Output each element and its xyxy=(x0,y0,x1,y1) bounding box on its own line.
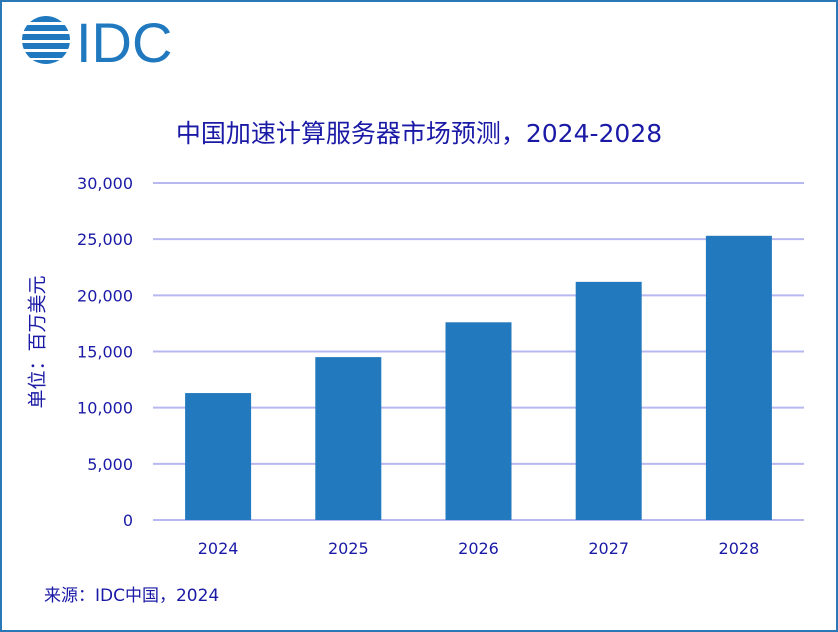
x-tick-label: 2027 xyxy=(588,539,629,558)
y-tick-label: 30,000 xyxy=(77,174,133,193)
y-tick-label: 5,000 xyxy=(87,455,133,474)
bar-2026 xyxy=(445,322,512,520)
chart-title: 中国加速计算服务器市场预测，2024-2028 xyxy=(175,119,663,148)
bar-2027 xyxy=(575,281,642,520)
bar-2028 xyxy=(705,235,772,520)
idc-logo: IDC xyxy=(20,11,195,74)
x-tick-label: 2028 xyxy=(719,539,760,558)
bar-2024 xyxy=(185,393,252,520)
y-tick-label: 20,000 xyxy=(77,286,133,305)
x-tick-label: 2026 xyxy=(458,539,499,558)
bar-2025 xyxy=(315,357,382,520)
y-tick-label: 10,000 xyxy=(77,399,133,418)
logo-text: IDC xyxy=(76,14,172,66)
source-note: 来源：IDC中国，2024 xyxy=(44,586,220,606)
y-tick-label: 0 xyxy=(123,511,133,530)
y-tick-label: 15,000 xyxy=(77,343,133,362)
x-tick-label: 2025 xyxy=(328,539,369,558)
x-tick-label: 2024 xyxy=(198,539,239,558)
y-tick-label: 25,000 xyxy=(77,230,133,249)
